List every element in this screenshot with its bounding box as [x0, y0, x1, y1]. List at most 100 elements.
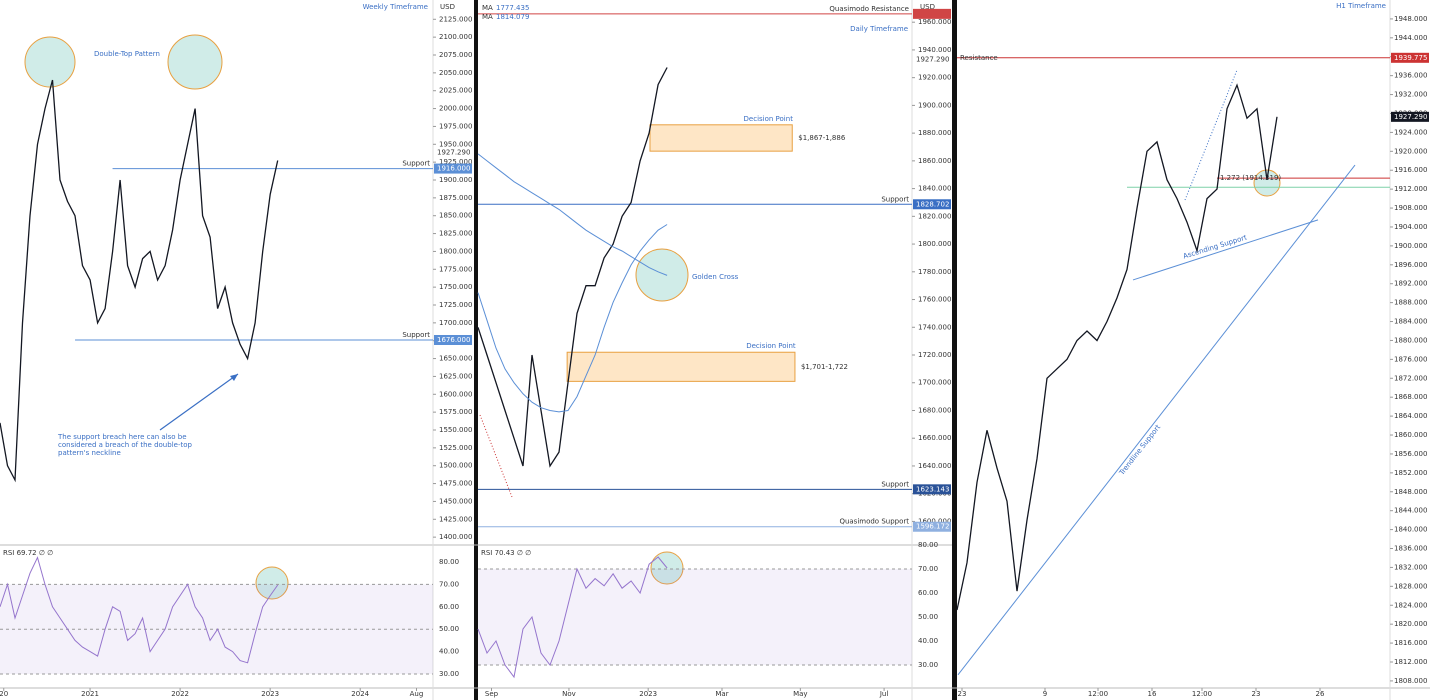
x-tick-label: 16 — [1148, 690, 1157, 698]
y-tick-label: 1680.000 — [918, 406, 951, 414]
decision-zone — [566, 351, 796, 382]
x-tick-label: Jul — [879, 690, 889, 698]
y-tick-label: 1880.000 — [918, 129, 951, 137]
y-tick-label: 2125.000 — [439, 15, 472, 23]
y-tick-label: 1700.000 — [918, 379, 951, 387]
x-tick-label: 12:00 — [1088, 690, 1108, 698]
y-tick-label: 1700.000 — [439, 319, 472, 327]
y-tick-label: 1820.000 — [1394, 620, 1427, 628]
rsi-line — [0, 556, 279, 664]
price-badge — [913, 521, 951, 532]
x-tick-label: May — [793, 690, 807, 698]
x-tick-label: 2024 — [351, 690, 369, 698]
y-tick-label: 1872.000 — [1394, 374, 1427, 382]
x-tick-label: Sep — [485, 690, 499, 698]
decision-zone — [649, 124, 793, 152]
zone-label: Decision Point — [744, 115, 794, 123]
y-tick-label: 1400.000 — [439, 533, 472, 541]
rsi-band — [478, 568, 912, 665]
y-tick-label: 1660.000 — [918, 434, 951, 442]
x-tick-label: 12:00 — [1192, 690, 1212, 698]
highlight-circle — [24, 36, 76, 88]
panel-divider — [952, 0, 957, 700]
annotation: considered a breach of the double-top — [58, 441, 192, 449]
annotation-arrow — [159, 373, 239, 431]
x-tick-label: 9 — [1043, 690, 1047, 698]
y-tick-label: 1856.000 — [1394, 450, 1427, 458]
zone-label: Decision Point — [746, 342, 796, 350]
x-tick-label: Nov — [562, 690, 576, 698]
rsi-header: RSI 69.72 ∅ ∅ — [3, 549, 53, 557]
y-tick-label: 1840.000 — [918, 185, 951, 193]
y-tick-label: 1720.000 — [918, 351, 951, 359]
annotation: Golden Cross — [692, 273, 739, 281]
arrow-head — [230, 374, 238, 381]
y-tick-label: 1475.000 — [439, 480, 472, 488]
y-tick-label: 2100.000 — [439, 33, 472, 41]
ma-legend-label: MA — [482, 4, 493, 12]
highlight-circle — [167, 34, 223, 90]
rsi-tick-label: 60.00 — [918, 589, 938, 597]
x-tick-label: 23 — [958, 690, 967, 698]
price-badge — [913, 199, 951, 210]
annotation: The support breach here can also be — [57, 433, 187, 441]
level-label: Quasimodo Support — [839, 518, 909, 526]
y-tick-label: 1650.000 — [439, 355, 472, 363]
rsi-tick-label: 60.00 — [439, 603, 459, 611]
rsi-tick-label: 80.00 — [439, 558, 459, 566]
y-tick-label: 1864.000 — [1394, 412, 1427, 420]
price-badge — [913, 8, 951, 19]
ma-legend-label: MA — [482, 13, 493, 21]
y-tick-label: 1950.000 — [439, 140, 472, 148]
chart-title: Weekly Timeframe — [363, 3, 428, 11]
y-tick-label: 1640.000 — [918, 462, 951, 470]
level-label: Support — [402, 331, 430, 339]
y-tick-label: 1960.000 — [918, 18, 951, 26]
price-badge-label: 1676.000 — [437, 336, 470, 344]
y-tick-label: 1725.000 — [439, 301, 472, 309]
price-badge — [434, 335, 472, 345]
last-price-label: 1927.290 — [437, 149, 470, 157]
x-tick-label: Mar — [715, 690, 728, 698]
y-tick-label: 1816.000 — [1394, 639, 1427, 647]
price-badge-label: 1939.775 — [1394, 54, 1427, 62]
y-tick-label: 1908.000 — [1394, 204, 1427, 212]
y-tick-label: 1550.000 — [439, 426, 472, 434]
y-tick-label: 1840.000 — [1394, 526, 1427, 534]
y-tick-label: 1916.000 — [1394, 166, 1427, 174]
rsi-tick-label: 80.00 — [918, 541, 938, 549]
y-tick-label: 1600.000 — [439, 390, 472, 398]
x-tick-label: 2023 — [639, 690, 657, 698]
price-badge-label: 1596.172 — [916, 523, 949, 531]
highlight-circle — [255, 566, 289, 600]
y-tick-label: 1860.000 — [918, 157, 951, 165]
x-tick-label: 20 — [0, 690, 8, 698]
y-tick-label: 1880.000 — [1394, 336, 1427, 344]
last-price-badge — [1391, 111, 1429, 122]
y-tick-label: 1825.000 — [439, 230, 472, 238]
y-tick-label: 1850.000 — [439, 212, 472, 220]
price-line — [0, 79, 279, 483]
price-line — [477, 67, 668, 468]
price-badge-label: 1828.702 — [916, 200, 949, 208]
rsi-tick-label: 50.00 — [439, 625, 459, 633]
y-tick-label: 1740.000 — [918, 323, 951, 331]
price-badge — [434, 163, 472, 174]
trendline — [957, 164, 1356, 676]
y-tick-label: 1836.000 — [1394, 545, 1427, 553]
y-tick-label: 1575.000 — [439, 408, 472, 416]
y-tick-label: 2025.000 — [439, 87, 472, 95]
chart-title: Daily Timeframe — [850, 25, 908, 33]
y-tick-label: 1800.000 — [918, 240, 951, 248]
level-label: Support — [402, 160, 430, 168]
trendline — [1132, 219, 1319, 281]
level-label: Quasimodo Resistance — [829, 5, 909, 13]
y-tick-label: 1800.000 — [439, 247, 472, 255]
level-label: Resistance — [960, 54, 998, 62]
y-tick-label: 1808.000 — [1394, 677, 1427, 685]
x-tick-label: 26 — [1316, 690, 1325, 698]
price-badge-label: 1623.143 — [916, 485, 949, 493]
panel-divider — [474, 0, 478, 700]
